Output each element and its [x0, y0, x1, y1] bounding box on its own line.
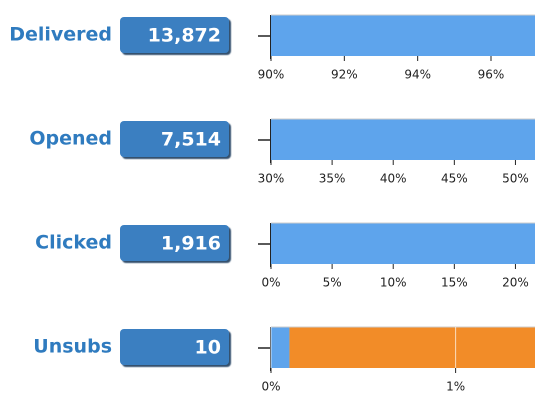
badge-value: 13,872	[148, 25, 221, 47]
badge-value: 10	[195, 337, 221, 359]
x-tick-label: 94%	[404, 68, 431, 82]
badge-value: 1,916	[161, 233, 221, 255]
bar	[271, 327, 290, 368]
x-tick-label: 20%	[502, 276, 529, 290]
row-title: Clicked	[35, 232, 112, 254]
x-tick-label: 90%	[258, 68, 285, 82]
x-tick-label: 0%	[261, 380, 280, 394]
badge-box	[120, 329, 229, 365]
x-tick-label: 15%	[441, 276, 468, 290]
x-tick-label: 92%	[331, 68, 358, 82]
row-title: Unsubs	[33, 336, 112, 358]
badge-box	[120, 121, 229, 157]
bar	[271, 223, 535, 264]
x-tick-label: 45%	[441, 172, 468, 186]
x-tick-label: 10%	[380, 276, 407, 290]
badge-box	[120, 17, 229, 53]
x-tick-label: 96%	[478, 68, 505, 82]
x-tick-label: 30%	[258, 172, 285, 186]
row-title: Opened	[29, 128, 112, 150]
row-title: Delivered	[9, 24, 112, 46]
x-tick-label: 35%	[319, 172, 346, 186]
x-tick-label: 50%	[502, 172, 529, 186]
x-tick-label: 0%	[261, 276, 280, 290]
bar	[271, 119, 535, 160]
badge-value: 7,514	[161, 129, 221, 151]
bar	[289, 327, 535, 368]
bar	[271, 15, 535, 56]
x-tick-label: 1%	[446, 380, 465, 394]
x-tick-label: 40%	[380, 172, 407, 186]
x-tick-label: 5%	[323, 276, 342, 290]
badge-box	[120, 225, 229, 261]
